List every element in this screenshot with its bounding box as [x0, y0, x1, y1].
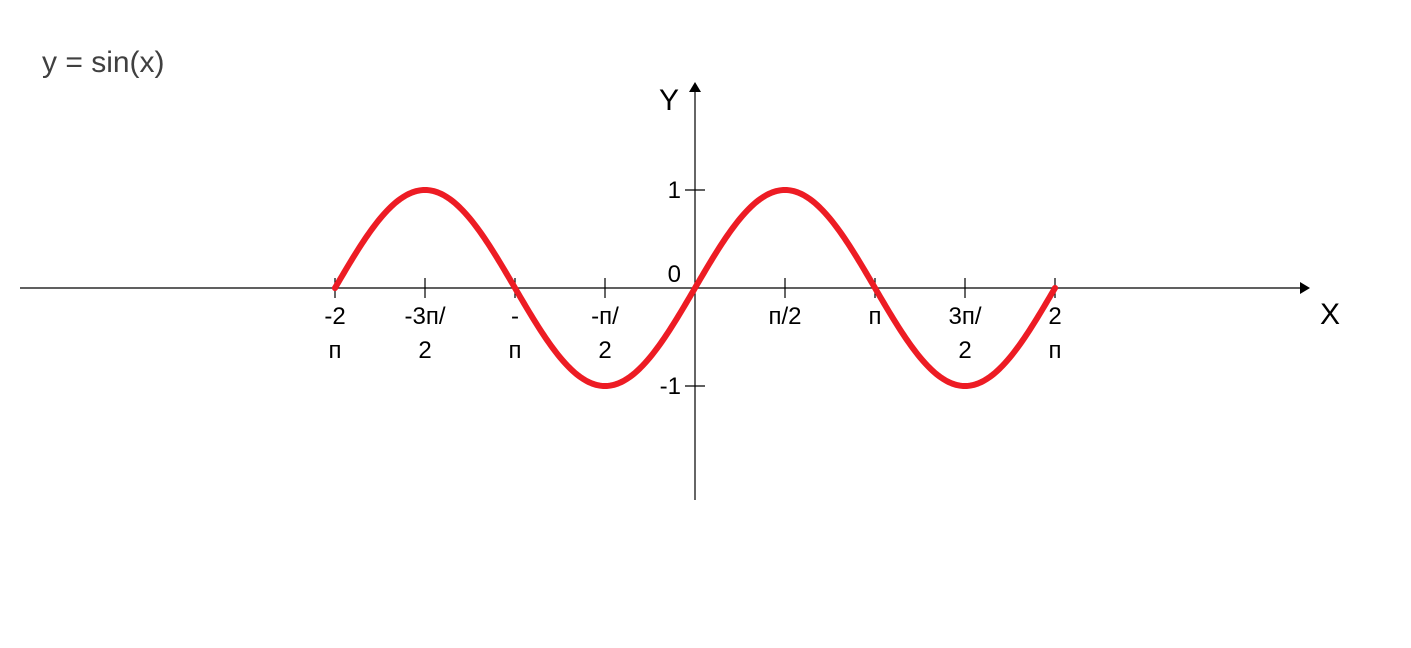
y-tick-label: 1 [668, 177, 681, 204]
x-tick-label: 3п/ [948, 303, 981, 330]
x-tick-label: - [511, 303, 519, 330]
x-tick-label: п/2 [768, 303, 801, 330]
x-tick-label: 2 [1048, 303, 1061, 330]
x-tick-label: -п/ [591, 303, 619, 330]
x-tick-label: -3п/ [404, 303, 445, 330]
x-axis-label: X [1320, 298, 1340, 331]
sine-chart: Y X 1 0 -1 -2 п -3п/2 - п -п/2 п/2 п 3п/2 2 п [0, 0, 1411, 648]
x-tick-label: п [1049, 337, 1062, 364]
x-tick-label: п [509, 337, 522, 364]
y-axis-label: Y [659, 84, 679, 117]
curve-endpoint [1052, 285, 1058, 291]
chart-title: y = sin(x) [42, 46, 165, 80]
curve-endpoint [332, 285, 338, 291]
x-tick-label: 2 [958, 337, 971, 364]
y-tick-label: 0 [668, 261, 681, 288]
y-tick-label: -1 [660, 373, 681, 400]
x-tick-label: 2 [418, 337, 431, 364]
y-axis-arrow [689, 82, 701, 92]
x-tick-label: п [869, 303, 882, 330]
x-axis-arrow [1300, 282, 1310, 294]
x-tick-label: -2 [324, 303, 345, 330]
x-tick-label: 2 [598, 337, 611, 364]
x-tick-label: п [329, 337, 342, 364]
